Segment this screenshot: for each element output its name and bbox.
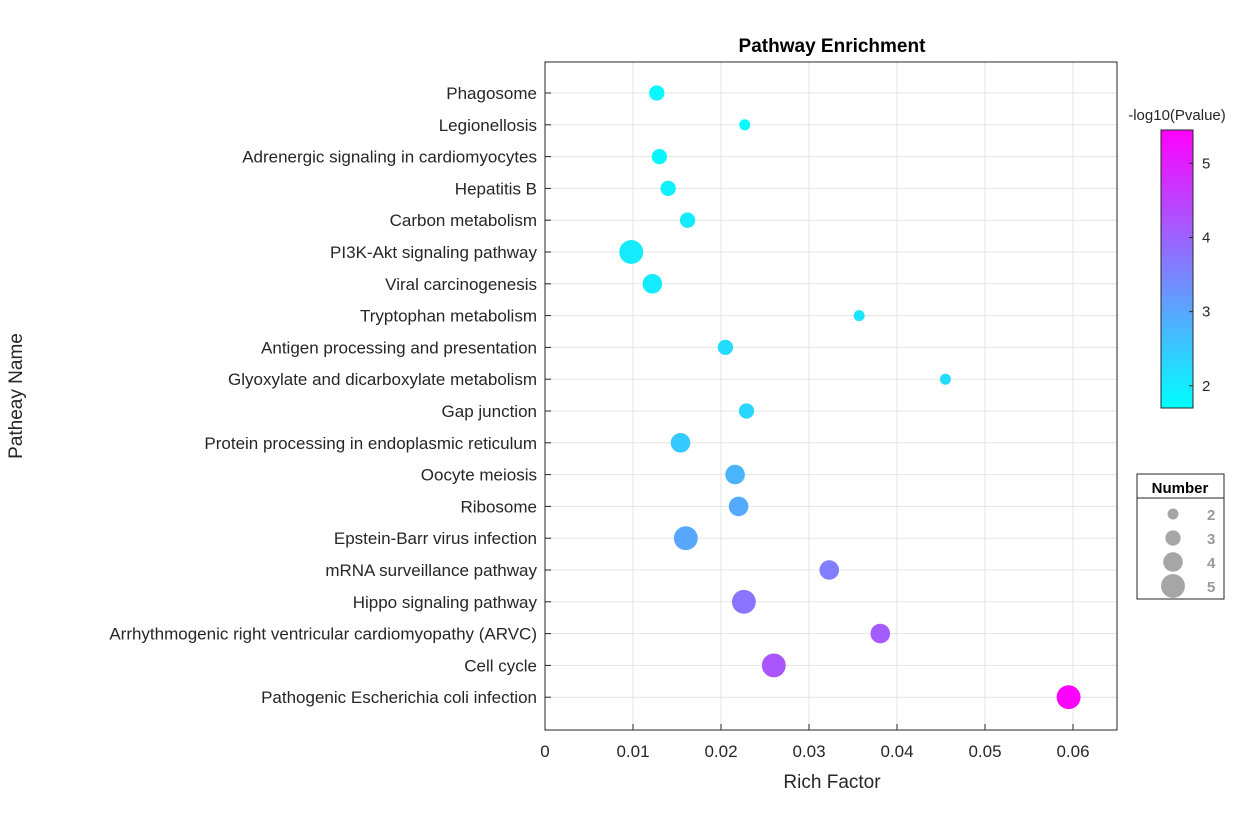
x-tick-label: 0.03 [792,742,825,761]
y-axis-label: Patheay Name [6,333,27,459]
size-legend-label: 2 [1207,507,1215,524]
y-tick-label: Epstein-Barr virus infection [334,529,537,548]
size-legend-label: 4 [1207,555,1216,572]
y-tick-label: Glyoxylate and dicarboxylate metabolism [228,370,537,389]
colorbar: -log10(Pvalue) 2 3 4 5 [1128,107,1226,409]
data-point [619,240,644,264]
x-tick-label: 0.02 [704,742,737,761]
data-point [870,623,891,644]
y-tick-label: Protein processing in endoplasmic reticu… [204,434,537,453]
size-legend-marker [1167,508,1179,520]
y-tick-label: Phagosome [446,84,537,103]
y-tick-label: Hepatitis B [455,179,537,198]
x-tick-label: 0.06 [1056,742,1089,761]
colorbar-gradient [1160,129,1194,409]
y-tick-label: Pathogenic Escherichia coli infection [261,688,537,707]
colorbar-label: -log10(Pvalue) [1128,107,1226,124]
size-legend-items: 2 3 4 5 [1161,507,1216,598]
data-point [642,274,663,294]
y-axis-ticks: Phagosome Legionellosis Adrenergic signali… [109,84,551,707]
size-legend-label: 3 [1207,531,1215,548]
data-point [761,653,786,678]
size-legend-label: 5 [1207,579,1215,596]
size-legend-marker [1161,574,1185,598]
size-legend: Number 2 3 4 5 [1136,473,1225,600]
x-axis-label: Rich Factor [783,772,881,793]
y-tick-label: Hippo signaling pathway [353,593,538,612]
y-tick-label: Antigen processing and presentation [261,338,537,357]
grid-lines [544,62,1117,730]
data-point [651,148,668,165]
y-tick-label: Legionellosis [439,116,537,135]
data-point [679,212,696,228]
data-point [1056,685,1081,710]
data-point [728,496,749,517]
size-legend-marker [1165,530,1181,546]
y-tick-label: Ribosome [460,497,537,516]
colorbar-tick-label: 5 [1202,155,1210,172]
y-tick-label: Cell cycle [464,656,537,675]
data-point [673,526,698,551]
colorbar-tick-label: 4 [1202,229,1210,246]
data-point [670,433,691,453]
data-point [717,339,734,356]
colorbar-tick-label: 2 [1202,378,1210,395]
y-tick-label: Oocyte meiosis [421,466,537,485]
x-tick-label: 0.01 [616,742,649,761]
chart-title: Pathway Enrichment [739,36,927,57]
data-point [939,373,951,385]
y-tick-label: Viral carcinogenesis [385,275,537,294]
x-tick-label: 0.04 [880,742,913,761]
data-point [731,589,756,614]
y-tick-label: Gap junction [442,402,537,421]
data-point [660,180,676,197]
data-point [853,310,865,322]
data-point [649,85,665,101]
y-tick-label: PI3K-Akt signaling pathway [330,243,537,262]
size-legend-marker [1163,552,1183,572]
plot-area-frame [544,61,1118,731]
colorbar-ticks: 2 3 4 5 [1189,155,1210,395]
x-tick-label: 0 [540,742,549,761]
size-legend-title: Number [1152,480,1209,497]
y-tick-label: Tryptophan metabolism [360,307,537,326]
y-tick-label: Adrenergic signaling in cardiomyocytes [242,148,537,167]
y-tick-label: Arrhythmogenic right ventricular cardiom… [109,625,537,644]
y-tick-label: mRNA surveillance pathway [325,561,537,580]
data-point [819,560,840,580]
data-point [738,403,755,419]
data-point [739,119,751,131]
y-tick-label: Carbon metabolism [390,211,537,230]
x-tick-label: 0.05 [968,742,1001,761]
data-points [619,85,1081,710]
data-point [725,464,745,485]
x-axis-ticks: 0 0.01 0.02 0.03 0.04 0.05 0.06 [540,724,1090,761]
colorbar-tick-label: 3 [1202,304,1210,321]
